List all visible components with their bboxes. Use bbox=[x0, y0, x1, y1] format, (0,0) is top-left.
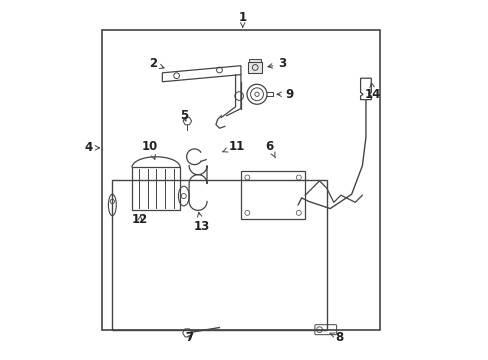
Text: 7: 7 bbox=[185, 331, 193, 344]
Bar bbox=[102, 30, 380, 330]
Bar bbox=[112, 180, 326, 330]
Text: 8: 8 bbox=[329, 331, 343, 344]
Bar bbox=[241, 171, 305, 219]
Bar bbox=[248, 59, 261, 62]
Text: 14: 14 bbox=[364, 82, 381, 101]
Text: 6: 6 bbox=[265, 140, 275, 158]
Text: 10: 10 bbox=[142, 140, 158, 159]
Text: 9: 9 bbox=[276, 88, 293, 101]
Text: 12: 12 bbox=[132, 213, 148, 226]
Bar bbox=[247, 62, 262, 73]
Text: 4: 4 bbox=[84, 141, 100, 154]
Text: 3: 3 bbox=[267, 57, 286, 71]
Bar bbox=[132, 167, 180, 210]
Text: 5: 5 bbox=[179, 109, 187, 122]
Text: 2: 2 bbox=[148, 57, 164, 71]
Text: 11: 11 bbox=[223, 140, 244, 153]
Text: 1: 1 bbox=[238, 11, 246, 27]
Text: 13: 13 bbox=[193, 212, 209, 233]
